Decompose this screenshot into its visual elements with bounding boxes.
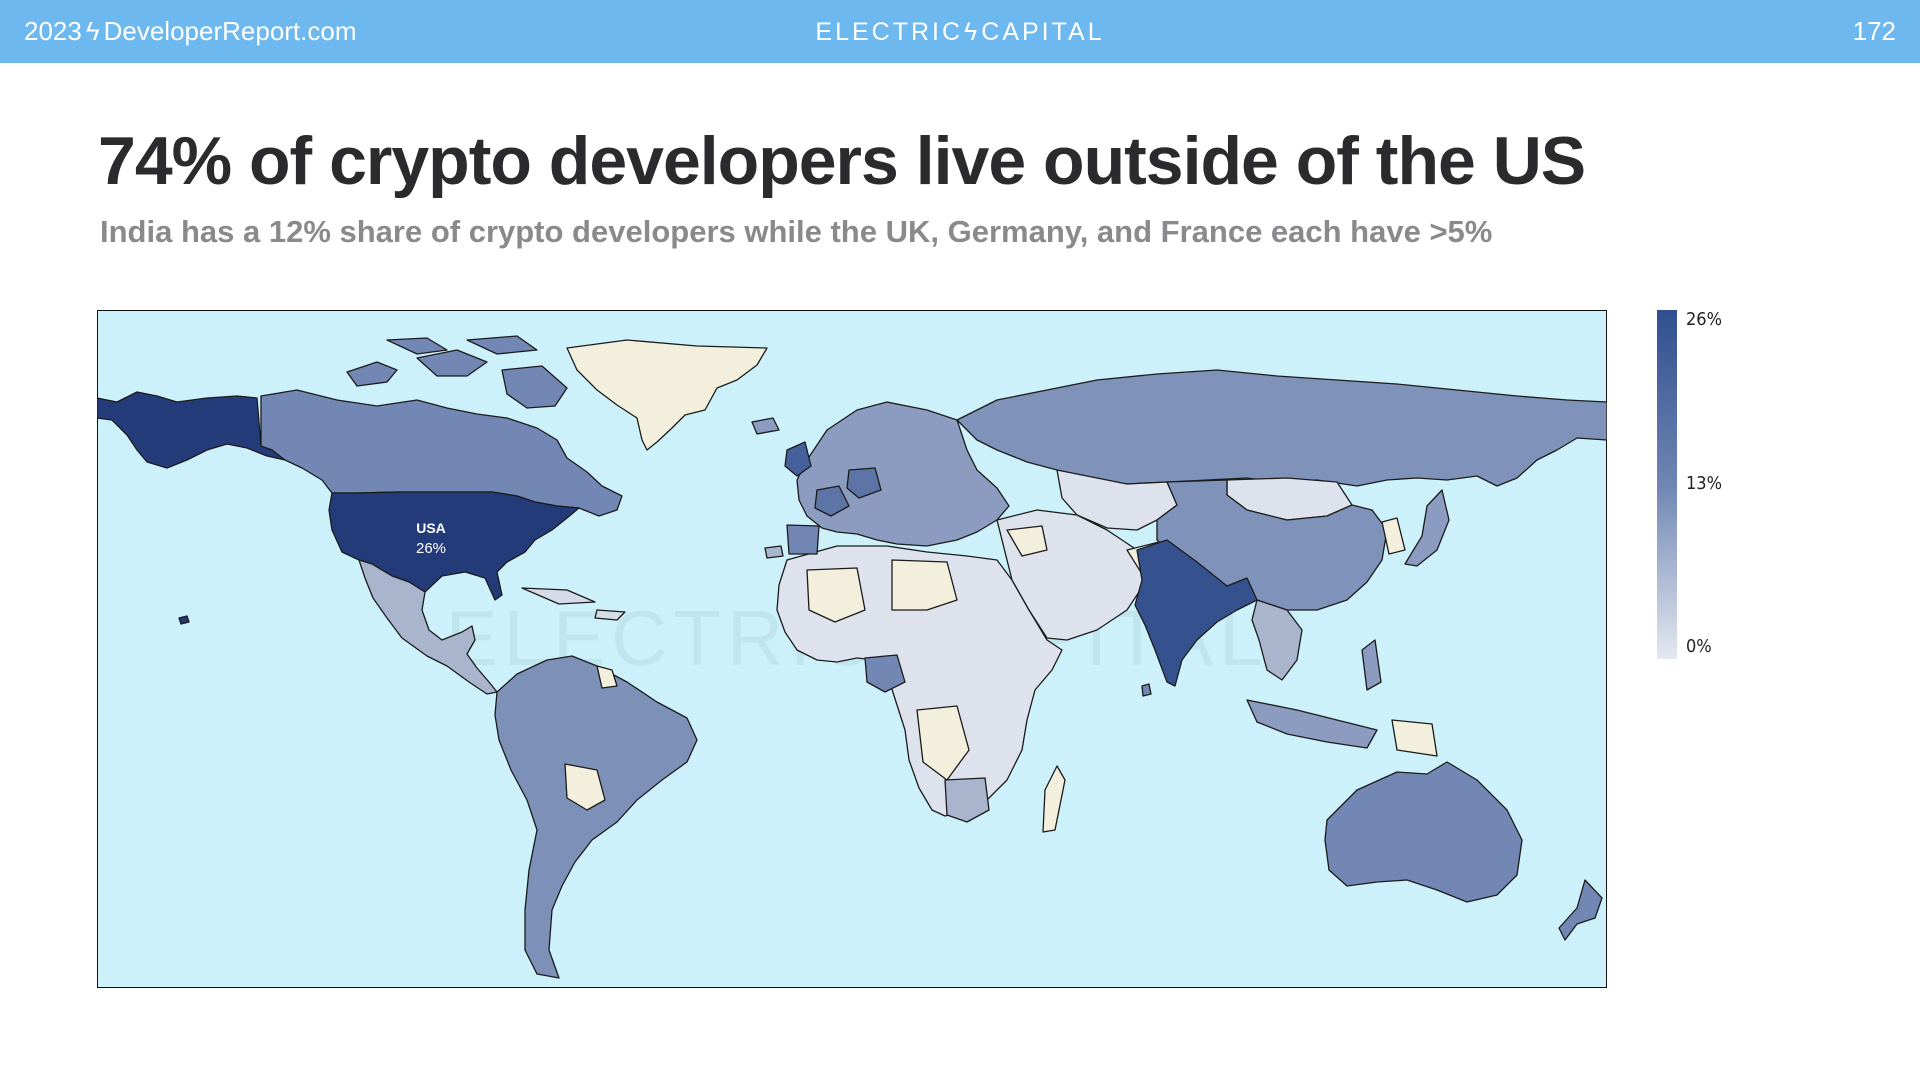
brand-left: ELECTRIC: [815, 18, 964, 46]
hawaii: [178, 615, 190, 625]
report-year: 2023: [24, 16, 82, 46]
algeria-mali: [806, 567, 866, 623]
kazakhstan: [1056, 469, 1178, 531]
brand-right: CAPITAL: [981, 18, 1105, 46]
france: [814, 485, 850, 517]
papua-new-guinea: [1391, 719, 1438, 757]
sri-lanka: [1141, 683, 1152, 697]
page-subtitle: India has a 12% share of crypto develope…: [100, 214, 1493, 249]
india: [1134, 539, 1258, 687]
libya-egypt: [891, 559, 958, 611]
page-title: 74% of crypto developers live outside of…: [98, 123, 1586, 199]
spain: [786, 524, 820, 555]
germany: [846, 467, 882, 499]
japan: [1404, 489, 1450, 567]
world-map-svg: ELECTRIC CAPITAL: [97, 310, 1607, 988]
indonesia: [1246, 699, 1378, 749]
world-map: ELECTRIC CAPITAL: [97, 310, 1607, 988]
iceland: [751, 417, 780, 435]
bolt-icon: ϟ: [964, 18, 981, 46]
australia: [1324, 761, 1523, 903]
korea: [1381, 517, 1406, 555]
new-zealand: [1558, 879, 1603, 941]
madagascar: [1042, 765, 1066, 833]
legend-max-label: 26%: [1686, 309, 1722, 330]
page-number: 172: [1852, 16, 1896, 46]
usa-label: USA: [416, 520, 446, 536]
top-bar: 2023 ϟ DeveloperReport.com ELECTRICϟCAPITA…: [0, 0, 1920, 63]
usa-value: 26%: [416, 540, 446, 557]
central-africa: [916, 705, 970, 781]
nigeria: [864, 654, 906, 693]
southeast-asia: [1251, 599, 1303, 681]
legend-color-scale: [1657, 310, 1677, 659]
mexico-central-america: [358, 559, 498, 695]
legend-mid-label: 13%: [1686, 473, 1722, 494]
philippines: [1361, 639, 1382, 691]
syria-iraq: [1006, 525, 1048, 557]
canary-islands: [764, 545, 784, 559]
caribbean: [521, 587, 626, 621]
south-africa: [944, 777, 990, 823]
brand-logo: ELECTRICϟCAPITAL: [0, 18, 1920, 47]
report-site-name: DeveloperReport.com: [103, 16, 357, 46]
uk: [784, 441, 812, 477]
bolivia: [564, 763, 606, 811]
guyana: [596, 665, 618, 689]
report-site[interactable]: 2023 ϟ DeveloperReport.com: [24, 16, 357, 47]
legend-min-label: 0%: [1686, 636, 1712, 657]
canada: [260, 389, 623, 517]
south-america: [494, 655, 698, 979]
bolt-icon: ϟ: [85, 16, 100, 46]
alaska: [97, 391, 286, 469]
canada-islands: [346, 335, 568, 409]
greenland: [566, 339, 768, 451]
